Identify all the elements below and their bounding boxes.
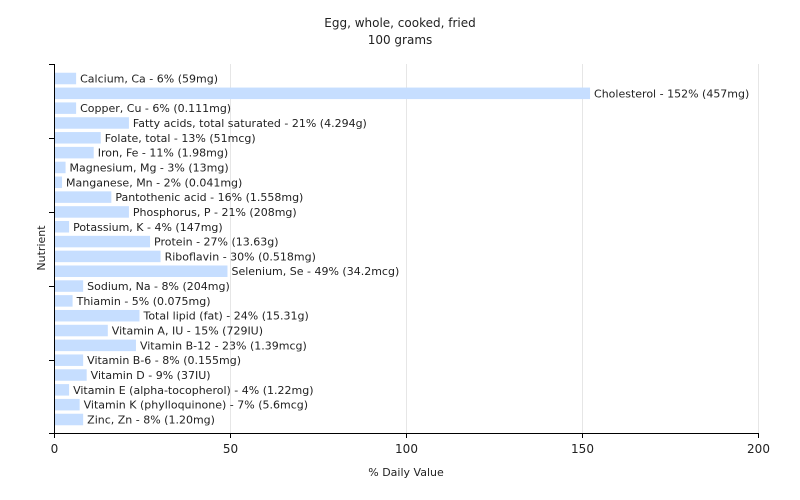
x-tick-group: 0 50 100 150 200 xyxy=(51,433,770,456)
x-tick-label-4: 200 xyxy=(747,442,770,456)
bar-17 xyxy=(55,324,108,337)
bar-8 xyxy=(55,191,112,203)
chart-title: Egg, whole, cooked, fried xyxy=(324,16,475,30)
bar-label-17: Vitamin A, IU - 15% (729IU) xyxy=(112,325,263,338)
bar-11 xyxy=(55,235,151,248)
bar-label-20: Vitamin D - 9% (37IU) xyxy=(91,369,211,382)
bar-label-13: Selenium, Se - 49% (34.2mcg) xyxy=(231,265,399,278)
bar-label-6: Magnesium, Mg - 3% (13mg) xyxy=(70,161,229,174)
bar-label-2: Copper, Cu - 6% (0.111mg) xyxy=(80,102,231,115)
bar-2 xyxy=(55,102,77,114)
bar-label-23: Zinc, Zn - 8% (1.20mg) xyxy=(87,414,215,427)
bar-9 xyxy=(55,206,129,218)
bar-23 xyxy=(55,413,84,426)
grid-lines xyxy=(230,64,759,433)
y-axis-label: Nutrient xyxy=(35,225,48,271)
bar-label-1: Cholesterol - 152% (457mg) xyxy=(594,87,749,100)
bar-4 xyxy=(55,132,101,144)
bar-label-10: Potassium, K - 4% (147mg) xyxy=(73,221,223,234)
bar-label-18: Vitamin B-12 - 23% (1.39mcg) xyxy=(140,339,307,352)
x-tick-label-2: 100 xyxy=(395,442,418,456)
bar-1 xyxy=(55,87,591,100)
bar-0 xyxy=(55,72,77,85)
bar-19 xyxy=(55,354,84,366)
bar-label-9: Phosphorus, P - 21% (208mg) xyxy=(133,206,297,219)
bar-16 xyxy=(55,309,140,322)
x-tick-label-1: 50 xyxy=(223,442,238,456)
bar-5 xyxy=(55,146,94,159)
chart-subtitle: 100 grams xyxy=(368,33,433,47)
bar-3 xyxy=(55,117,129,129)
bar-18 xyxy=(55,339,136,352)
bar-label-8: Pantothenic acid - 16% (1.558mg) xyxy=(115,191,303,204)
bar-12 xyxy=(55,250,161,263)
bar-label-7: Manganese, Mn - 2% (0.041mg) xyxy=(66,176,242,189)
bar-7 xyxy=(55,176,63,189)
bar-14 xyxy=(55,280,84,292)
bar-label-4: Folate, total - 13% (51mcg) xyxy=(105,132,256,145)
bar-15 xyxy=(55,295,73,307)
x-axis-label: % Daily Value xyxy=(368,466,444,479)
bar-label-0: Calcium, Ca - 6% (59mg) xyxy=(80,73,218,86)
bar-22 xyxy=(55,398,80,411)
bars-group: Calcium, Ca - 6% (59mg) Cholesterol - 152… xyxy=(55,73,749,427)
bar-label-14: Sodium, Na - 8% (204mg) xyxy=(87,280,230,293)
bar-label-3: Fatty acids, total saturated - 21% (4.29… xyxy=(133,117,367,130)
bar-label-5: Iron, Fe - 11% (1.98mg) xyxy=(98,147,228,160)
bar-6 xyxy=(55,161,66,174)
bar-label-22: Vitamin K (phylloquinone) - 7% (5.6mcg) xyxy=(84,399,308,412)
x-tick-label-0: 0 xyxy=(51,442,59,456)
bar-label-11: Protein - 27% (13.63g) xyxy=(154,236,279,249)
bar-label-12: Riboflavin - 30% (0.518mg) xyxy=(165,250,316,263)
bar-20 xyxy=(55,369,87,381)
bar-10 xyxy=(55,221,70,233)
x-tick-label-3: 150 xyxy=(571,442,594,456)
bar-21 xyxy=(55,384,70,396)
bar-label-19: Vitamin B-6 - 8% (0.155mg) xyxy=(87,354,241,367)
bar-label-16: Total lipid (fat) - 24% (15.31g) xyxy=(142,310,308,323)
bar-label-15: Thiamin - 5% (0.075mg) xyxy=(76,295,211,308)
bar-13 xyxy=(55,265,228,277)
bar-label-21: Vitamin E (alpha-tocopherol) - 4% (1.22m… xyxy=(73,384,313,397)
